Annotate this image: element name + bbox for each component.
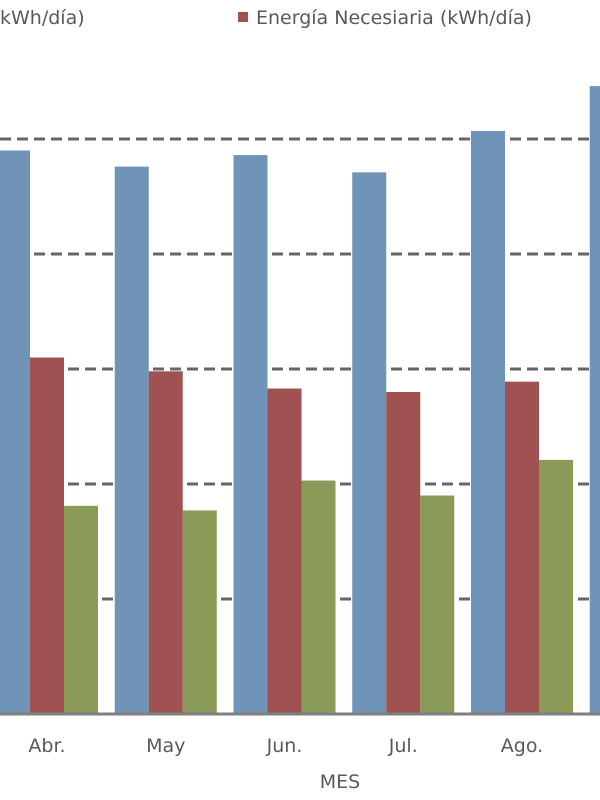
x-tick-labels: Abr. May Jun. Jul. Ago. <box>28 735 543 757</box>
x-tick-label: Jul. <box>388 735 418 757</box>
legend-swatch-series-2 <box>238 12 248 22</box>
bar-series-1-Jul. <box>352 172 387 715</box>
bar-series-2-Ago. <box>505 381 539 714</box>
x-tick-label: Ago. <box>501 735 543 757</box>
x-tick-label: May <box>146 735 185 757</box>
bar-series-2-Jun. <box>267 388 302 714</box>
bar-series-1-next <box>589 86 600 715</box>
x-axis-title: MES <box>320 771 360 793</box>
bar-series-2-Abr. <box>30 357 64 714</box>
bar-series-2-Jul. <box>386 392 421 714</box>
bar-series-1-May <box>114 166 149 715</box>
bar-series-3-May <box>182 510 217 714</box>
bar-series-3-Abr. <box>64 505 98 714</box>
bar-series-3-Jul. <box>420 495 455 714</box>
x-tick-label: Jun. <box>266 735 303 757</box>
bar-series-3-Ago. <box>539 459 573 714</box>
bar-series-2-May <box>148 371 183 714</box>
legend-label-series-2: Energía Necesiaria (kWh/día) <box>256 7 532 29</box>
bar-series-1-Abr. <box>0 150 30 714</box>
x-tick-label: Abr. <box>28 735 65 757</box>
legend: kWh/día) Energía Necesiaria (kWh/día) <box>0 7 532 29</box>
bar-series-1-Ago. <box>471 130 505 714</box>
legend-label-series-1: kWh/día) <box>0 7 85 29</box>
bars <box>0 86 600 715</box>
bar-series-1-Jun. <box>233 155 268 715</box>
bar-series-3-Jun. <box>301 480 336 714</box>
